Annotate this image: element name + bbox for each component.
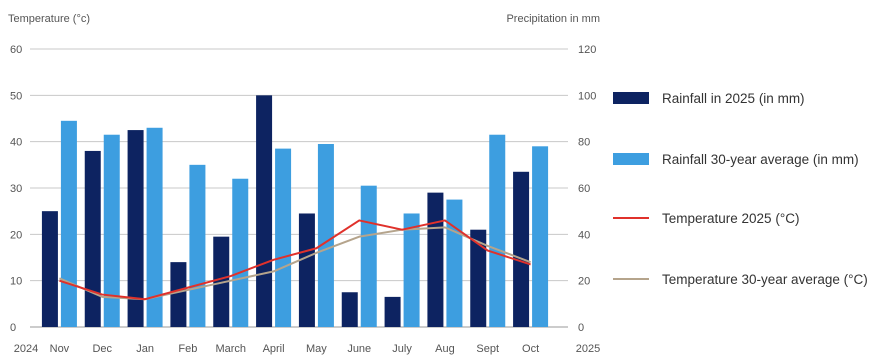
left-tick-label: 0 xyxy=(10,322,16,334)
legend-swatch xyxy=(613,92,649,104)
bar xyxy=(427,192,444,327)
x-tick-label: Dec xyxy=(92,343,112,355)
bar xyxy=(170,262,187,327)
x-tick-label: March xyxy=(215,343,246,355)
left-tick-label: 20 xyxy=(10,229,22,241)
bar xyxy=(513,171,530,327)
right-tick-label: 120 xyxy=(578,44,596,56)
series-line xyxy=(59,219,531,301)
legend: Rainfall in 2025 (in mm) Rainfall 30-year… xyxy=(613,91,868,287)
bar xyxy=(317,143,334,327)
bar xyxy=(84,150,101,327)
bar xyxy=(341,292,358,327)
legend-label: Rainfall 30-year average (in mm) xyxy=(662,152,859,167)
left-tick-label: 30 xyxy=(10,183,22,195)
bar xyxy=(298,213,315,327)
x-tick-label: Feb xyxy=(178,343,197,355)
bar xyxy=(189,164,206,327)
right-tick-label: 80 xyxy=(578,137,590,149)
left-tick-label: 40 xyxy=(10,137,22,149)
left-tick-label: 60 xyxy=(10,44,22,56)
bar xyxy=(532,146,549,327)
x-tick-label: July xyxy=(392,343,412,355)
bar xyxy=(384,296,401,327)
right-tick-label: 100 xyxy=(578,90,596,102)
bar xyxy=(256,95,273,327)
left-tick-label: 10 xyxy=(10,276,22,288)
legend-swatch xyxy=(613,153,649,165)
axis-ticks: 0 10 20 30 40 50 60 0 20 40 60 80 100 120 Nov Dec Jan Feb… xyxy=(10,44,600,355)
bar xyxy=(470,229,487,327)
legend-label: Rainfall in 2025 (in mm) xyxy=(662,91,805,106)
x-tick-label: May xyxy=(306,343,327,355)
x-tick-label: April xyxy=(263,343,285,355)
left-axis-title: Temperature (°c) xyxy=(8,13,90,25)
bar xyxy=(403,213,420,327)
bar xyxy=(275,148,292,327)
right-tick-label: 60 xyxy=(578,183,590,195)
x-end-label-end: 2025 xyxy=(576,343,600,355)
legend-label: Temperature 30-year average (°C) xyxy=(662,272,868,287)
x-tick-label: Aug xyxy=(435,343,455,355)
bar-series xyxy=(41,95,549,328)
right-tick-label: 0 xyxy=(578,322,584,334)
x-tick-label: June xyxy=(347,343,371,355)
x-end-label-start: 2024 xyxy=(14,343,38,355)
bar xyxy=(446,199,463,327)
bar xyxy=(127,130,144,327)
x-tick-label: Nov xyxy=(50,343,70,355)
right-tick-label: 20 xyxy=(578,276,590,288)
bar xyxy=(103,134,120,327)
x-tick-label: Sept xyxy=(476,343,499,355)
bar xyxy=(489,134,506,327)
x-tick-label: Jan xyxy=(136,343,154,355)
bar xyxy=(360,185,377,327)
left-tick-label: 50 xyxy=(10,90,22,102)
line-series xyxy=(59,219,531,301)
bar xyxy=(146,127,163,328)
bar xyxy=(232,178,249,327)
right-tick-label: 40 xyxy=(578,229,590,241)
bar xyxy=(60,120,77,327)
x-tick-label: Oct xyxy=(522,343,539,355)
right-axis-title: Precipitation in mm xyxy=(506,13,600,25)
legend-label: Temperature 2025 (°C) xyxy=(662,211,799,226)
bar xyxy=(41,211,58,327)
